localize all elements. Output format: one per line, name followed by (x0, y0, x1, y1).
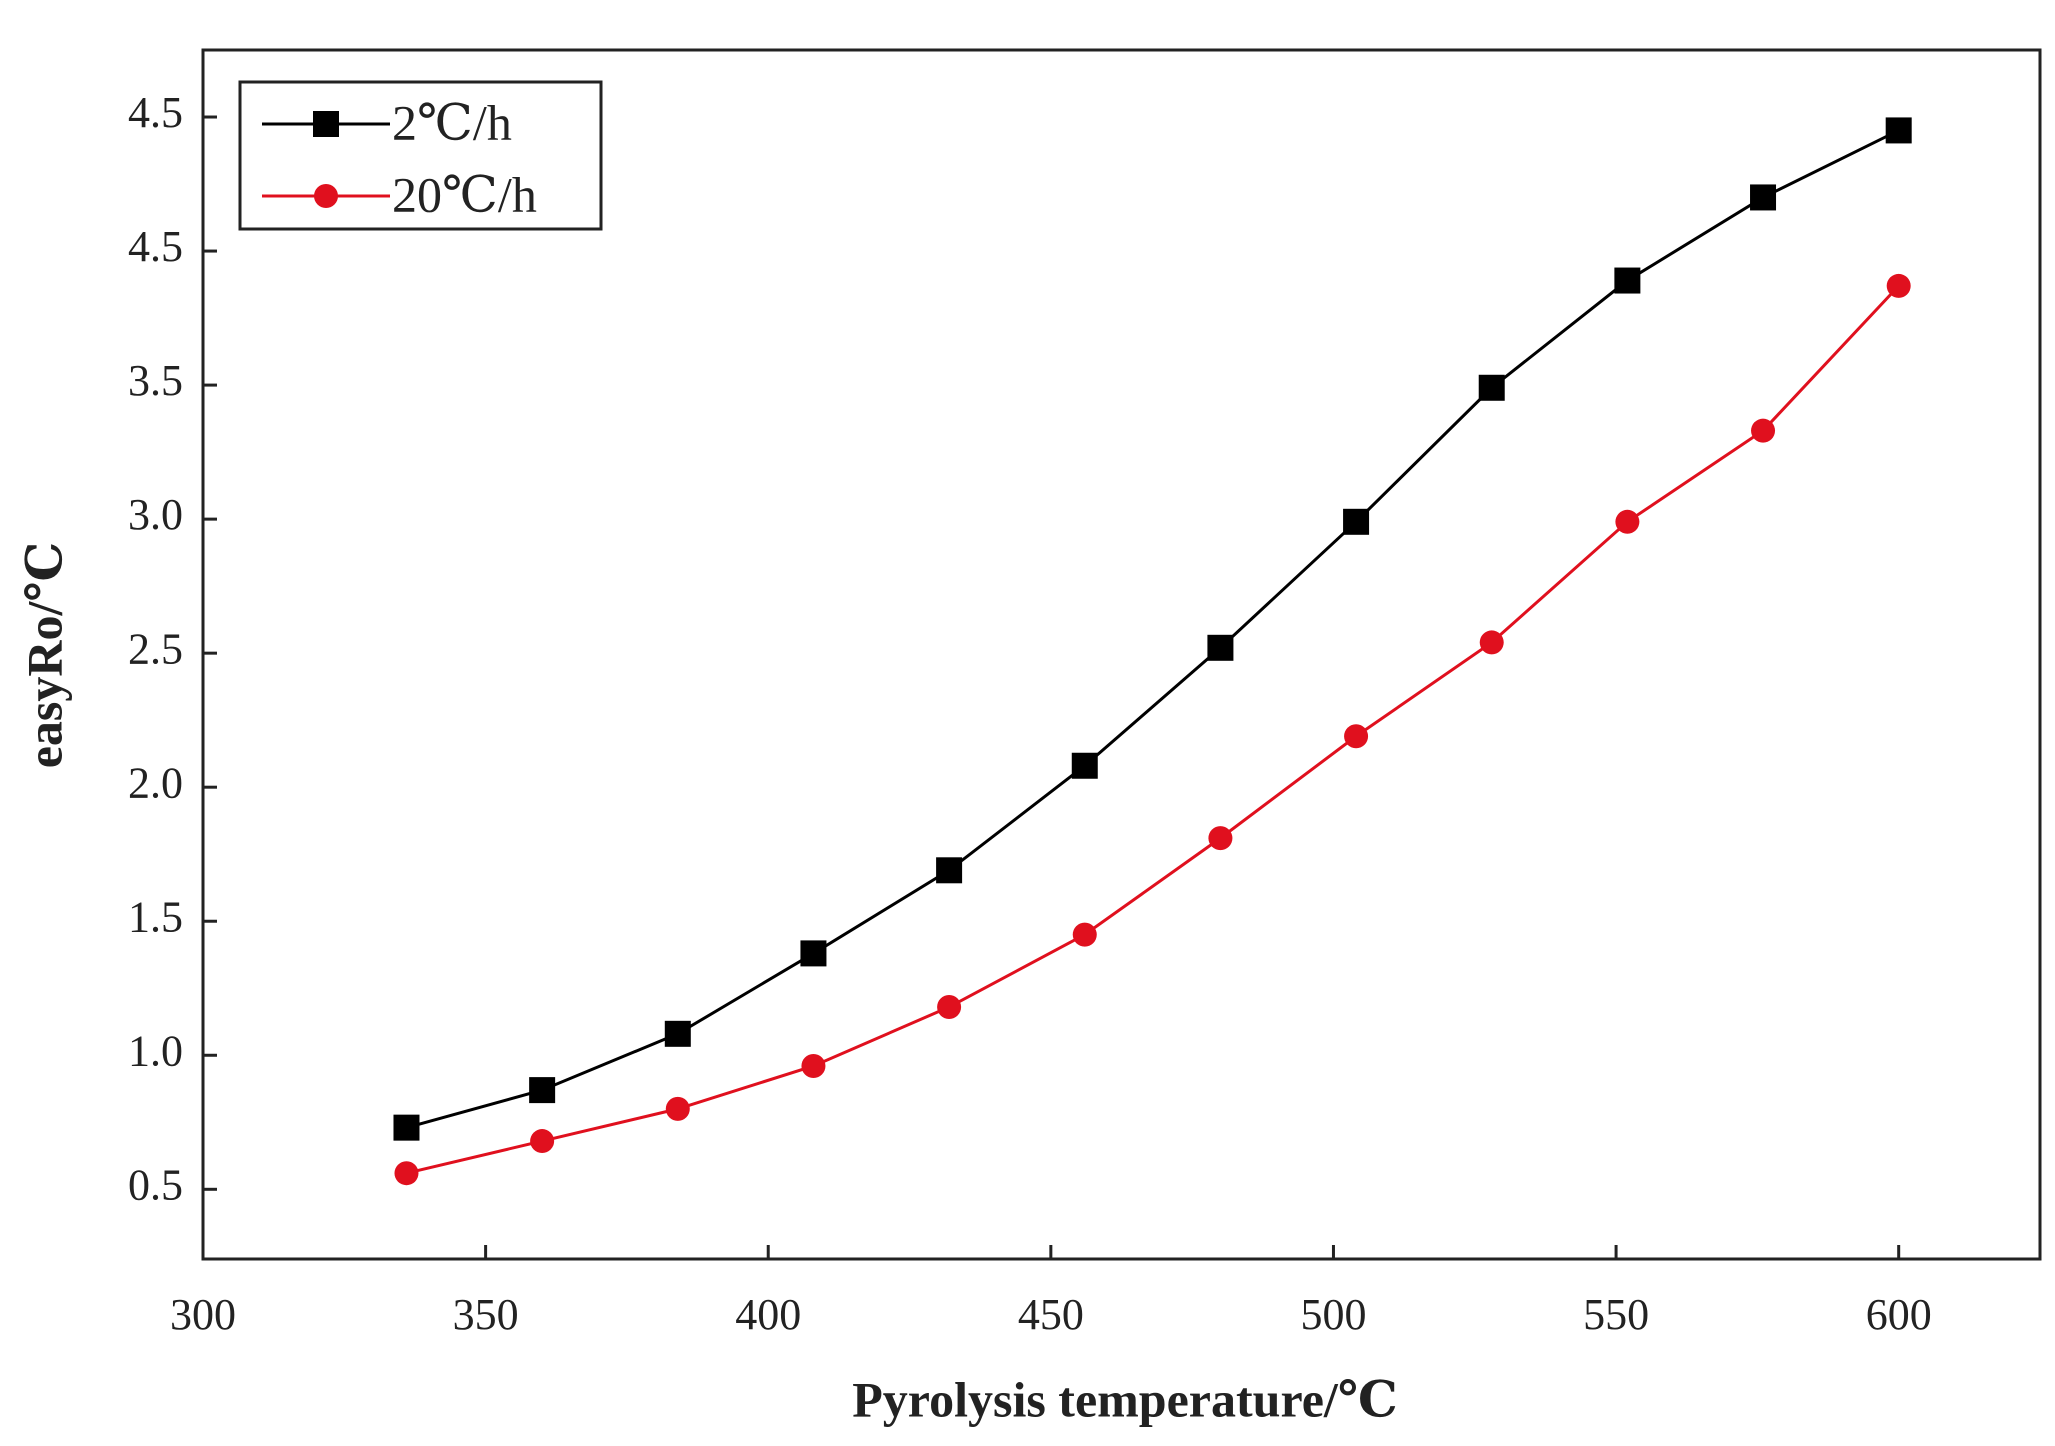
data-point (1072, 922, 1097, 947)
data-point (529, 1077, 556, 1104)
y-tick-label: 0.5 (128, 1160, 183, 1209)
data-point (1071, 752, 1098, 779)
legend-box (238, 80, 603, 231)
data-point (1478, 374, 1505, 401)
y-tick-label: 4.5 (128, 222, 183, 271)
data-point (936, 857, 963, 884)
data-point (665, 1096, 690, 1121)
data-point (1614, 267, 1641, 294)
legend-marker (313, 111, 339, 137)
data-point (1344, 724, 1369, 749)
x-tick-label: 450 (1018, 1290, 1084, 1339)
data-point (1479, 630, 1504, 655)
data-point (664, 1020, 691, 1047)
data-point (937, 995, 962, 1020)
data-point (530, 1129, 555, 1154)
legend-marker (314, 184, 338, 208)
y-tick-label: 1.5 (128, 892, 183, 941)
data-point (1750, 184, 1777, 211)
data-point (801, 1053, 826, 1078)
y-tick-label: 2.0 (128, 758, 183, 807)
data-point (1886, 273, 1911, 298)
data-point (1615, 509, 1640, 534)
x-tick-label: 300 (170, 1290, 236, 1339)
y-tick-label: 3.5 (128, 356, 183, 405)
data-point (800, 940, 827, 967)
series-line (406, 284, 1900, 1175)
data-point (1208, 826, 1233, 851)
data-point (1343, 508, 1370, 535)
legend-label: 20℃/h (392, 166, 537, 222)
data-point (393, 1114, 420, 1141)
series-line (406, 129, 1900, 1130)
y-axis-label: easyRo/℃ (16, 542, 72, 769)
plot-frame (201, 48, 2042, 1261)
y-tick-label: 2.5 (128, 624, 183, 673)
y-tick-label: 1.0 (128, 1026, 183, 1075)
x-tick-label: 350 (453, 1290, 519, 1339)
y-tick-label: 3.0 (128, 490, 183, 539)
data-point (1207, 634, 1234, 661)
legend-label: 2℃/h (392, 94, 512, 150)
data-point (1751, 418, 1776, 443)
x-tick-label: 400 (735, 1290, 801, 1339)
x-tick-label: 550 (1583, 1290, 1649, 1339)
x-tick-label: 500 (1300, 1290, 1366, 1339)
data-point (1885, 117, 1912, 144)
x-axis-label: Pyrolysis temperature/℃ (852, 1371, 1397, 1427)
y-tick-label: 4.5 (128, 88, 183, 137)
x-tick-label: 600 (1866, 1290, 1932, 1339)
data-point (394, 1161, 419, 1186)
